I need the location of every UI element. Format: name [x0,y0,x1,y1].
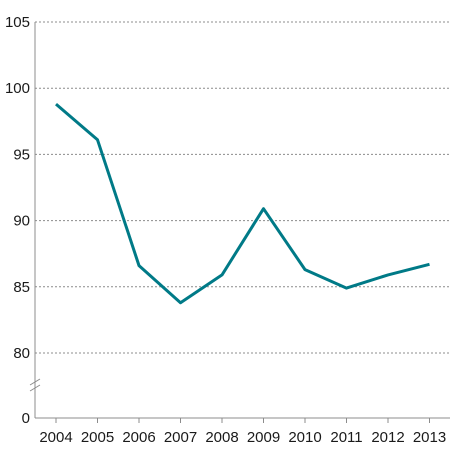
x-tick-label: 2004 [39,429,72,446]
grid-lines [35,21,450,354]
y-tick-label: 80 [13,345,30,362]
series-line [55,102,430,305]
x-tick-label: 2010 [288,429,321,446]
y-tick-label: 100 [5,80,30,97]
x-tick-label: 2009 [247,429,280,446]
x-tick-labels: 2004 2005 2006 2007 2008 2009 2010 2011 2012 2013 [39,418,446,446]
y-tick-labels: 105 100 95 90 85 80 [5,14,30,362]
axes [29,22,450,419]
x-tick-label: 2011 [330,429,362,446]
y-tick-label: 105 [5,14,30,31]
y-tick-label: 95 [13,146,30,163]
y-tick-label: 90 [13,213,30,230]
x-tick-label: 2005 [81,429,114,446]
axis-break-stroke [29,378,41,386]
x-tick-label: 2006 [122,429,155,446]
x-tick-label: 2013 [413,429,446,446]
x-tick-label: 2012 [371,429,404,446]
x-tick-label: 2007 [164,429,197,446]
x-tick-label: 2008 [205,429,238,446]
y-tick-label-zero: 0 [22,410,30,427]
y-axis-break-icon [29,378,41,392]
y-tick-label: 85 [13,279,30,296]
axis-break-stroke [29,384,41,392]
series [55,102,430,305]
